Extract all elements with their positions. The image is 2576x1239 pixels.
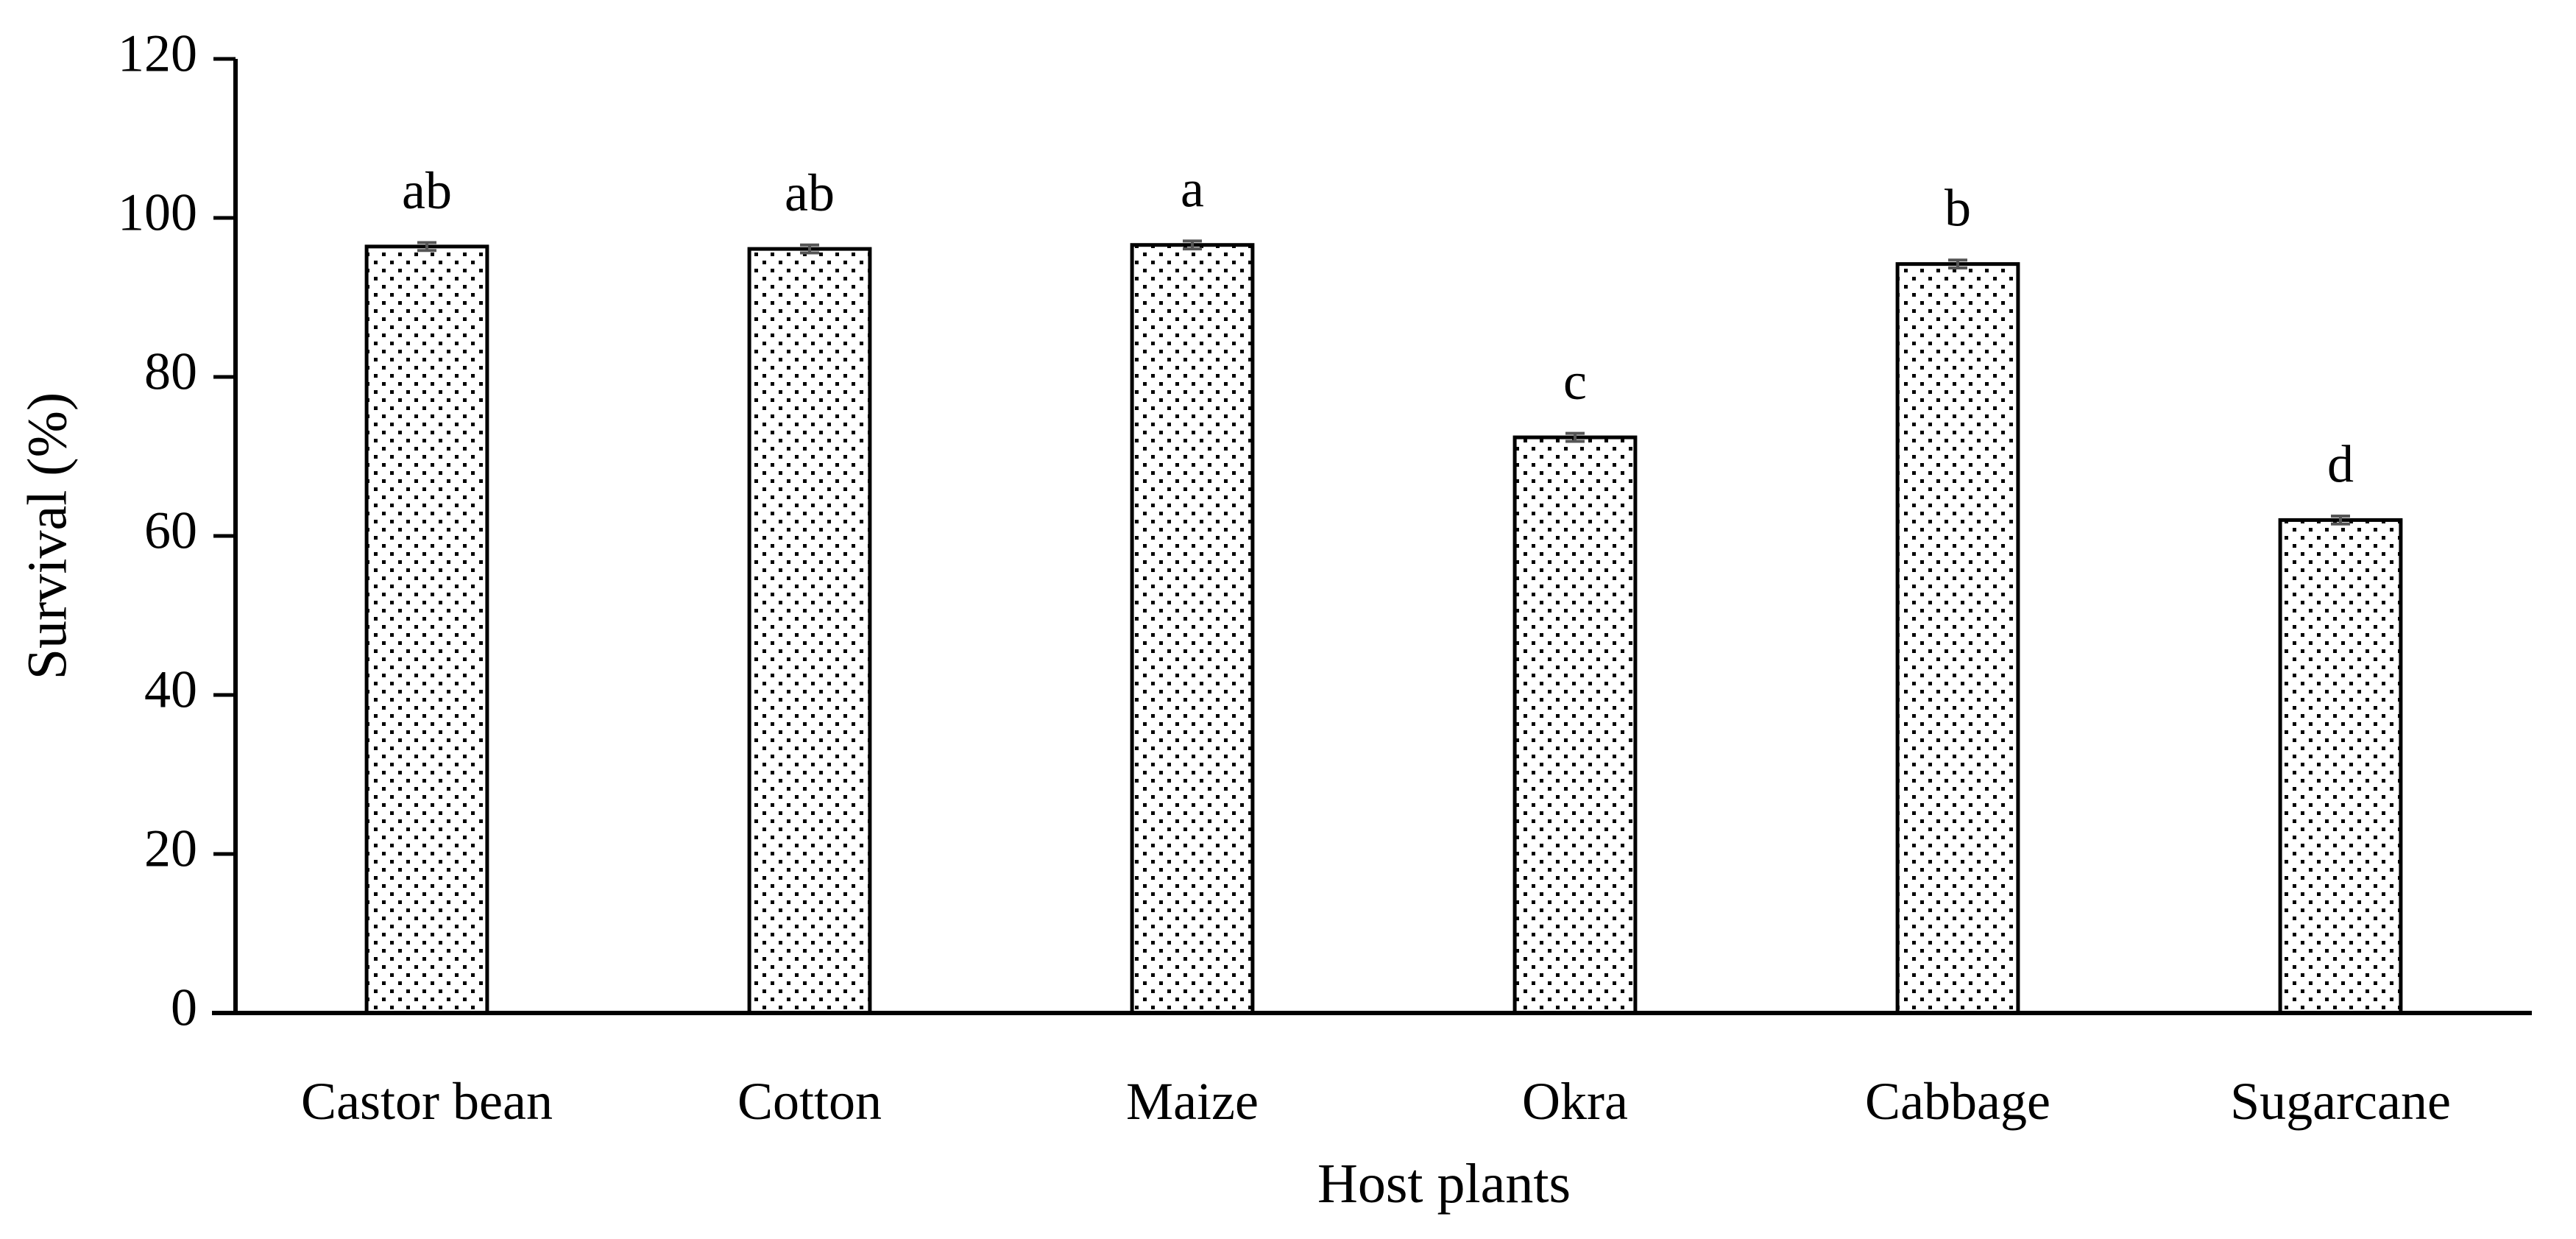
bar-series [364,243,2403,1015]
x-category-label: Cabbage [1865,1072,2050,1131]
significance-letter: ab [785,163,835,222]
x-category-label: Sugarcane [2230,1072,2451,1131]
x-category-label: Cotton [737,1072,882,1131]
y-axis-title: Survival (%) [16,392,78,679]
x-category-label: Castor bean [301,1072,553,1131]
y-tick-label: 20 [144,819,197,878]
bar-cotton [747,247,872,1015]
significance-letter: d [2327,434,2354,493]
x-axis-category-labels: Castor bean Cotton Maize Okra Cabbage Sugarca… [301,1072,2451,1131]
y-tick-label: 120 [118,24,197,83]
x-category-label: Okra [1522,1072,1628,1131]
significance-letters: ab ab a c b d [402,160,2354,494]
significance-letter: b [1945,179,1971,238]
y-tick-label: 100 [118,183,197,242]
bar-okra [1512,435,1638,1015]
significance-letter: c [1563,352,1587,411]
x-axis-title: Host plants [1317,1153,1571,1215]
x-category-label: Maize [1126,1072,1259,1131]
significance-letter: ab [402,161,452,220]
error-bars [417,239,2350,526]
y-tick-label: 0 [171,978,197,1037]
y-tick-label: 60 [144,501,197,560]
bar-cabbage [1895,262,2020,1015]
significance-letter: a [1181,160,1204,219]
bar-sugarcane [2278,518,2403,1015]
y-tick-label: 80 [144,342,197,401]
bar-castor-bean [364,244,489,1015]
y-tick-label: 40 [144,660,197,719]
y-axis-ticks: 0 20 40 60 80 100 120 [118,24,236,1037]
bar-maize [1130,243,1255,1015]
